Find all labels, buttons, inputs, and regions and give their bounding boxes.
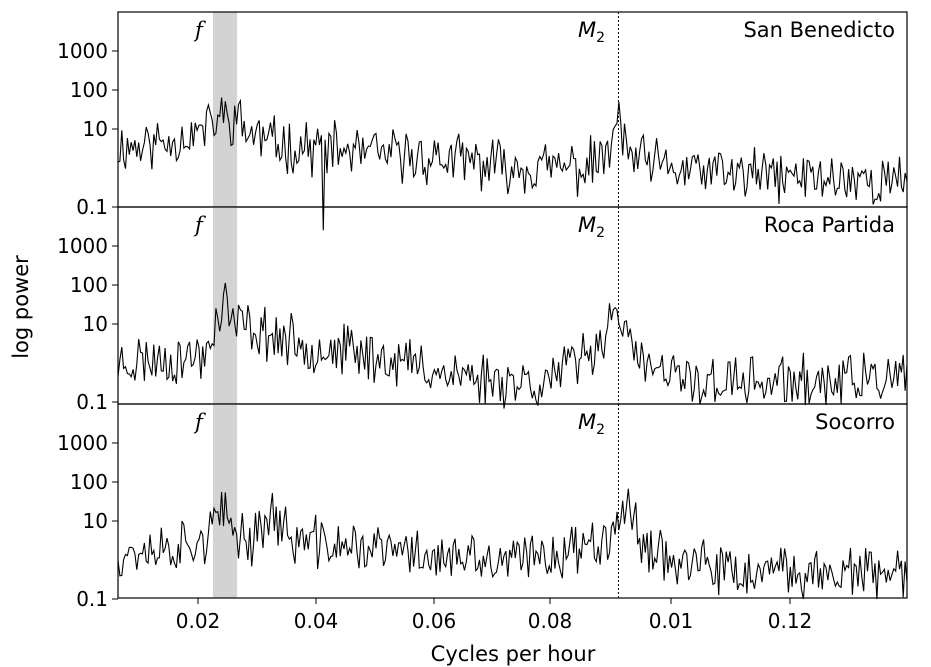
panels-layer: 1000 100 10 0.1 San Benedicto f M2 1000 100 10 0.1… [57, 11, 908, 611]
m2-annotation: M2 [578, 213, 605, 241]
spectrum-line [117, 488, 908, 600]
panel-3: 1000 100 10 0.1 Socorro f M2 [57, 403, 908, 611]
y-tick-label: 100 [70, 470, 108, 494]
x-tick-label: 0.02 [176, 609, 221, 633]
y-tick-label: 10 [83, 312, 108, 336]
y-tick-label: 10 [83, 117, 108, 141]
x-tick-label: 0.12 [768, 609, 813, 633]
y-tick-label: 0.1 [76, 195, 108, 219]
panel-name: Socorro [815, 410, 895, 434]
f-annotation: f [193, 410, 206, 434]
m2-annotation: M2 [578, 18, 605, 46]
y-tick-label: 1000 [57, 431, 108, 455]
y-tick-label: 100 [70, 78, 108, 102]
panel-frame [117, 403, 908, 599]
panel-2: 1000 100 10 0.1 Roca Partida f M2 [57, 206, 908, 414]
spectrum-line [117, 282, 908, 409]
x-axis-label: Cycles per hour [431, 642, 596, 666]
panel-1: 1000 100 10 0.1 San Benedicto f M2 [57, 11, 908, 231]
f-annotation: f [193, 213, 206, 237]
m2-annotation: M2 [578, 410, 605, 438]
x-axis: 0.02 0.04 0.06 0.08 0.01 0.12 [176, 598, 813, 633]
y-tick-label: 0.1 [76, 587, 108, 611]
y-axis-label: log power [9, 255, 33, 359]
y-tick-label: 1000 [57, 39, 108, 63]
x-tick-label: 0.06 [412, 609, 457, 633]
f-band [212, 207, 238, 404]
y-tick-label: 0.1 [76, 390, 108, 414]
x-tick-label: 0.01 [649, 609, 694, 633]
y-tick-label: 100 [70, 273, 108, 297]
y-tick-label: 10 [83, 509, 108, 533]
f-annotation: f [193, 18, 206, 42]
x-tick-label: 0.08 [528, 609, 573, 633]
x-tick-label: 0.04 [294, 609, 339, 633]
spectrum-line [117, 97, 908, 231]
panel-name: San Benedicto [743, 18, 895, 42]
panel-name: Roca Partida [764, 213, 895, 237]
y-tick-label: 1000 [57, 234, 108, 258]
